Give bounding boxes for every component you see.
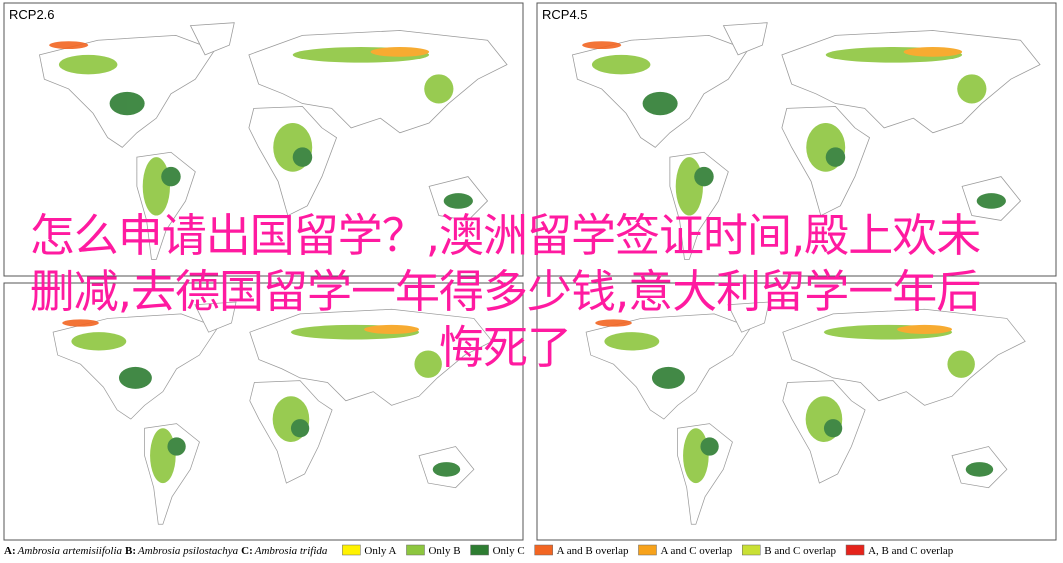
- legend-swatch: [534, 544, 553, 556]
- legend-label: Only A: [364, 545, 396, 557]
- species-name: Ambrosia psilostachya: [137, 545, 239, 557]
- panels: RCP2.6 RCP4.5: [3, 2, 1057, 541]
- legend-label: B and C overlap: [764, 545, 836, 557]
- legend-swatch: [638, 544, 657, 556]
- legend-swatch: [845, 544, 865, 556]
- panel-label: RCP2.6: [9, 7, 55, 22]
- legend-label: A, B and C overlap: [868, 545, 954, 557]
- map-panel: RCP2.6: [3, 2, 524, 277]
- legend-label: A and C overlap: [660, 545, 732, 557]
- map-panel: RCP4.5: [536, 2, 1057, 277]
- legend: A: Ambrosia artemisiifolia B: Ambrosia psil…: [4, 544, 954, 557]
- legend-label: Only B: [428, 545, 460, 557]
- species-name: Ambrosia artemisiifolia: [17, 545, 123, 557]
- species-name: Ambrosia trifida: [254, 545, 328, 557]
- species-key: B:: [125, 545, 136, 557]
- legend-swatch: [406, 544, 425, 556]
- overlay-title: 怎么申请出国留学？,澳洲留学签证时间,殿上欢未删减,去德国留学一年得多少钱,意大…: [29, 209, 982, 374]
- panel-label: RCP4.5: [542, 7, 588, 22]
- map-panel: [536, 282, 1057, 541]
- legend-label: Only C: [493, 545, 525, 557]
- legend-label: A and B overlap: [557, 545, 629, 557]
- legend-swatch: [742, 544, 761, 556]
- map-panel: [3, 282, 524, 541]
- species-key: C:: [241, 545, 253, 557]
- species-key: A:: [4, 545, 16, 557]
- legend-swatch: [342, 544, 361, 556]
- legend-swatch: [470, 544, 489, 556]
